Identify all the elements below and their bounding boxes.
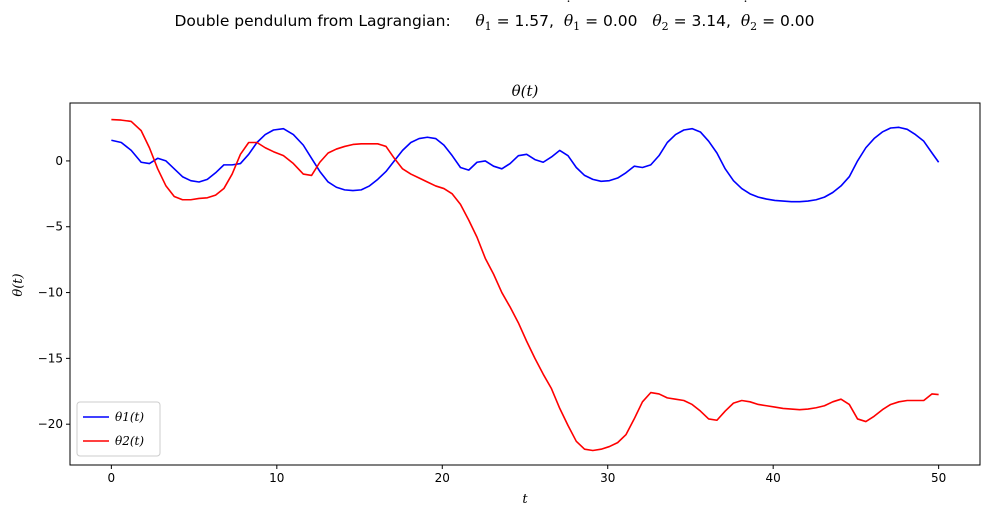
suptitle-theta2-value: = 3.14, [673, 12, 731, 30]
y-tick-label: 0 [55, 154, 63, 168]
suptitle-theta2dot-value: = 0.00 [762, 12, 815, 30]
suptitle-theta1-value: = 1.57, [496, 12, 554, 30]
legend-label-1: θ1(t) [115, 410, 144, 424]
x-tick-label: 20 [435, 471, 450, 485]
series-line-2 [111, 118, 939, 452]
x-axis-label: t [522, 492, 528, 507]
x-tick-label: 0 [108, 471, 116, 485]
legend-box [76, 401, 161, 457]
suptitle-theta1dot-value: = 0.00 [585, 12, 638, 30]
suptitle-theta2-symbol: θ2 [652, 12, 669, 34]
figure-suptitle: Double pendulum from Lagrangian: θ1 = 1.… [0, 0, 989, 34]
axes-frame [69, 102, 981, 466]
suptitle-text: Double pendulum from Lagrangian: [174, 12, 451, 30]
tick-layer: 0 10 20 30 40 50 0 −5 −10 −15 −20 [38, 154, 947, 485]
suptitle-theta2dot-symbol: θ2 [741, 0, 757, 33]
y-tick-label: −10 [38, 286, 63, 300]
y-tick-label: −15 [38, 351, 63, 365]
y-axis-label: θ(t) [11, 273, 26, 296]
x-tick-label: 40 [766, 471, 781, 485]
series-line-1 [111, 126, 940, 203]
legend: θ1(t) θ2(t) [76, 401, 161, 457]
x-tick-label: 50 [931, 471, 946, 485]
x-tick-label: 10 [269, 471, 284, 485]
suptitle-theta1-symbol: θ1 [475, 12, 492, 34]
y-tick-label: −20 [38, 417, 63, 431]
x-tick-label: 30 [600, 471, 615, 485]
suptitle-theta1dot-symbol: θ1 [564, 0, 580, 33]
legend-label-2: θ2(t) [115, 434, 144, 448]
y-tick-label: −5 [45, 220, 63, 234]
axes-title: θ(t) [512, 82, 539, 100]
plot-area [111, 118, 940, 452]
